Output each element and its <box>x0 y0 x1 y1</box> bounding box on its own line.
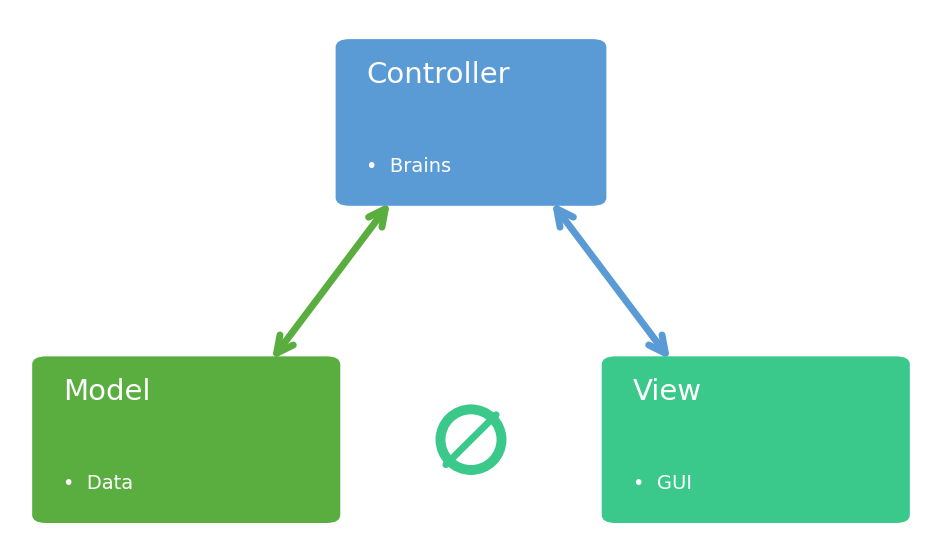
Text: Controller: Controller <box>366 61 510 88</box>
Text: •  GUI: • GUI <box>632 474 691 494</box>
FancyBboxPatch shape <box>602 357 910 523</box>
FancyBboxPatch shape <box>335 39 607 206</box>
Text: •  Brains: • Brains <box>366 157 451 176</box>
FancyBboxPatch shape <box>32 357 340 523</box>
Text: Model: Model <box>63 378 151 406</box>
Text: View: View <box>632 378 702 406</box>
Ellipse shape <box>446 414 496 465</box>
Text: •  Data: • Data <box>63 474 133 494</box>
Ellipse shape <box>435 405 507 475</box>
